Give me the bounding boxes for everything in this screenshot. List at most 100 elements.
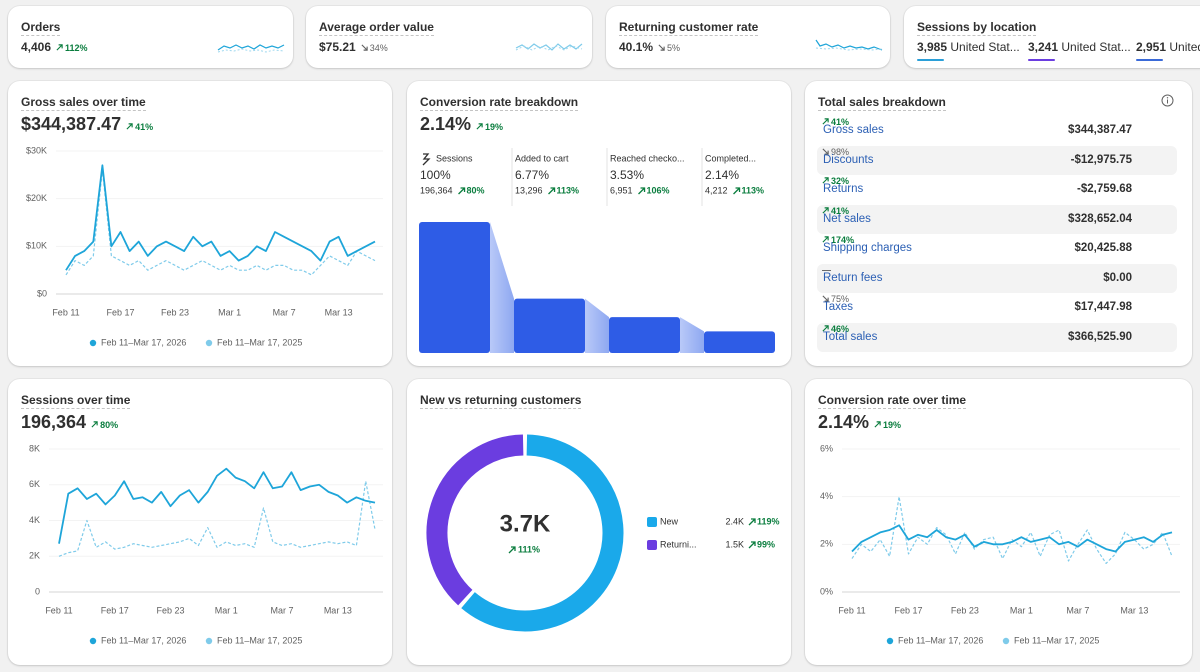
table-row[interactable]: Total sales $366,525.90 46% <box>817 322 1177 352</box>
trend-arrow <box>91 421 98 428</box>
trend-arrow <box>822 118 829 125</box>
arrow <box>361 44 368 51</box>
legend-label: New <box>660 516 679 526</box>
table-row[interactable]: Taxes $17,447.98 75% <box>817 293 1177 322</box>
location: 2,951 United Stat... <box>1136 40 1200 61</box>
trend-arrow <box>822 147 829 155</box>
change: 41% <box>822 206 849 216</box>
row-label: Returns <box>823 183 864 195</box>
arrow <box>822 324 829 332</box>
card-title: Average order value <box>319 20 434 36</box>
x-tick-label: Mar 13 <box>1120 605 1148 615</box>
trend-arrow <box>658 44 665 51</box>
row-value: $366,525.90 <box>1068 330 1132 343</box>
change-value: 111% <box>518 544 540 554</box>
arrow <box>91 421 98 428</box>
legend-label: Feb 11–Mar 17, 2026 <box>101 337 186 347</box>
trend-arrow <box>822 236 829 243</box>
metric: 40.1% 5% <box>619 40 680 54</box>
row-label: Taxes <box>823 301 854 313</box>
stage-label: Completed... <box>705 153 756 163</box>
change: 75% <box>822 294 849 304</box>
change: 34% <box>361 43 388 53</box>
stage-label: Sessions <box>436 153 473 163</box>
stage-count: 4,212 <box>705 185 728 195</box>
legend-dot <box>1002 637 1010 645</box>
row-value: $328,652.04 <box>1068 212 1132 225</box>
metric-card[interactable]: Orders 4,406 112% <box>8 6 293 68</box>
table-row[interactable]: Discounts -$12,975.75 98% <box>817 145 1177 175</box>
table-row[interactable]: Return fees $0.00 — <box>817 263 1177 293</box>
stage-value: 100% <box>420 168 451 182</box>
legend-dot <box>886 637 894 645</box>
change-value: 80% <box>467 185 485 195</box>
info-icon[interactable] <box>1161 94 1174 107</box>
change-value: 41% <box>135 122 154 132</box>
change: 5% <box>658 43 680 53</box>
metric-card[interactable]: Average order value $75.21 34% <box>306 6 592 68</box>
location-card[interactable]: Sessions by location 3,985 United Stat..… <box>904 6 1200 68</box>
legend-label: Returni... <box>660 539 697 549</box>
funnel-bar <box>514 298 585 353</box>
card-title: Total sales breakdown <box>818 95 946 111</box>
y-tick-label: $0 <box>37 288 47 298</box>
change: 19% <box>874 420 901 430</box>
metric-card[interactable]: Returning customer rate 40.1% 5% <box>606 6 890 68</box>
line-series <box>851 496 1173 564</box>
card-title: New vs returning customers <box>420 393 582 409</box>
y-tick-label: 0 <box>35 586 40 596</box>
card-title: Gross sales over time <box>21 95 146 111</box>
card-title: Sessions over time <box>21 393 131 409</box>
x-tick-label: Mar 13 <box>325 307 353 317</box>
trend-arrow <box>733 187 741 195</box>
chart-card: New 2.4K 119% Returni... 1.5K 99% 3.7K 111% New… <box>407 379 791 665</box>
line-series <box>65 164 376 271</box>
trend-arrow <box>548 187 556 195</box>
summary: 196,364 80% <box>21 412 118 433</box>
donut-segment <box>461 434 624 632</box>
line-series <box>58 480 376 557</box>
table-row[interactable]: Gross sales $344,387.47 41% <box>817 116 1177 145</box>
change: 112% <box>56 43 88 53</box>
arrow <box>822 177 829 184</box>
sparkline <box>815 39 883 51</box>
row-label: Return fees <box>823 271 883 284</box>
x-tick-label: Feb 23 <box>951 605 979 615</box>
change: 98% <box>822 147 849 157</box>
summary-value: 2.14% <box>818 412 870 432</box>
change-value: 5% <box>667 43 681 53</box>
chart-card: Sessions 100% 196,364 80% Added to cart 6.77%… <box>407 81 791 366</box>
legend-label: Feb 11–Mar 17, 2025 <box>217 635 302 645</box>
x-tick-label: Mar 13 <box>324 605 352 615</box>
legend-dot <box>205 339 213 347</box>
table-row[interactable]: Returns -$2,759.68 32% <box>817 175 1177 204</box>
change-value: 112% <box>65 43 88 53</box>
sparkline <box>515 43 583 51</box>
x-tick-label: Mar 7 <box>1066 605 1089 615</box>
change-value: 19% <box>485 122 504 132</box>
card-title: Sessions by location <box>917 20 1037 36</box>
change-value: 46% <box>831 323 850 334</box>
change: — <box>822 265 831 275</box>
y-tick-label: 4% <box>820 491 833 501</box>
arrow <box>126 123 133 130</box>
table-row[interactable]: Shipping charges $20,425.88 174% <box>817 234 1177 263</box>
table-row[interactable]: Net sales $328,652.04 41% <box>817 204 1177 234</box>
x-tick-label: Mar 7 <box>273 307 296 317</box>
change-value: 99% <box>757 539 775 549</box>
line-series <box>65 169 376 276</box>
trend-arrow <box>476 123 483 130</box>
line-series <box>58 467 376 544</box>
x-tick-label: Feb 17 <box>107 307 135 317</box>
funnel-bar <box>609 317 680 353</box>
y-tick-label: 8K <box>29 443 40 453</box>
row-value: -$2,759.68 <box>1077 183 1132 195</box>
change-value: 34% <box>369 43 388 53</box>
change-value: 80% <box>100 420 119 430</box>
location-value: 2,951 <box>1136 40 1167 54</box>
y-tick-label: 4K <box>29 515 40 525</box>
location: 3,985 United Stat... <box>917 40 1020 61</box>
x-tick-label: Feb 23 <box>157 605 185 615</box>
chart: New 2.4K 119% Returni... 1.5K 99% 3.7K 111% <box>426 434 780 632</box>
row-label: Gross sales <box>823 124 884 136</box>
